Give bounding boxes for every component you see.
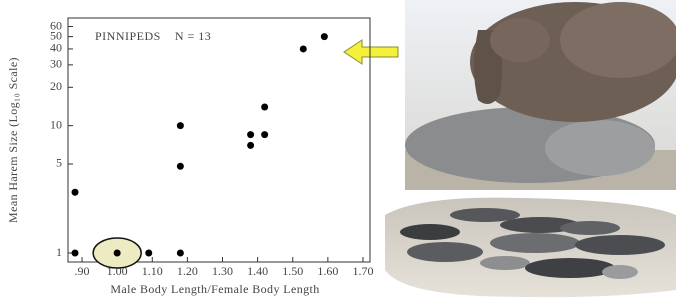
point — [300, 45, 307, 52]
point — [247, 142, 254, 149]
x-tick-label: 1.40 — [247, 264, 268, 278]
screen: PINNIPEDS N = 13 Male Body Length/Female… — [0, 0, 676, 301]
point — [177, 122, 184, 129]
x-tick-label: .90 — [75, 264, 90, 278]
point — [72, 250, 79, 257]
point — [145, 250, 152, 257]
page: {"chart_data": {"type": "scatter", "titl… — [0, 0, 676, 301]
chart-title: PINNIPEDS N = 13 — [95, 29, 211, 43]
x-axis-label: Male Body Length/Female Body Length — [110, 282, 319, 296]
y-tick-label: 1 — [56, 245, 62, 259]
photo-seal-colony — [385, 198, 676, 298]
point — [247, 131, 254, 138]
y-axis-label: Mean Harem Size (Log₁₀ Scale) — [6, 57, 20, 223]
y-tick-label: 60 — [50, 18, 62, 32]
y-tick-label: 20 — [50, 79, 62, 93]
point — [321, 33, 328, 40]
point — [261, 104, 268, 111]
point — [114, 250, 121, 257]
point — [177, 250, 184, 257]
photo-elephant-seals — [405, 0, 676, 190]
x-tick-label: 1.70 — [352, 264, 373, 278]
point — [261, 131, 268, 138]
x-tick-label: 1.50 — [282, 264, 303, 278]
x-tick-label: 1.60 — [317, 264, 338, 278]
y-tick-label: 30 — [50, 57, 62, 71]
y-tick-label: 5 — [56, 156, 62, 170]
plot-frame — [68, 18, 370, 262]
y-tick-label: 40 — [50, 41, 62, 55]
y-tick-label: 10 — [50, 117, 62, 131]
point — [177, 163, 184, 170]
x-tick-label: 1.10 — [142, 264, 163, 278]
x-tick-label: 1.30 — [212, 264, 233, 278]
highlight-arrow — [344, 40, 398, 64]
x-tick-label: 1.20 — [177, 264, 198, 278]
point — [72, 189, 79, 196]
